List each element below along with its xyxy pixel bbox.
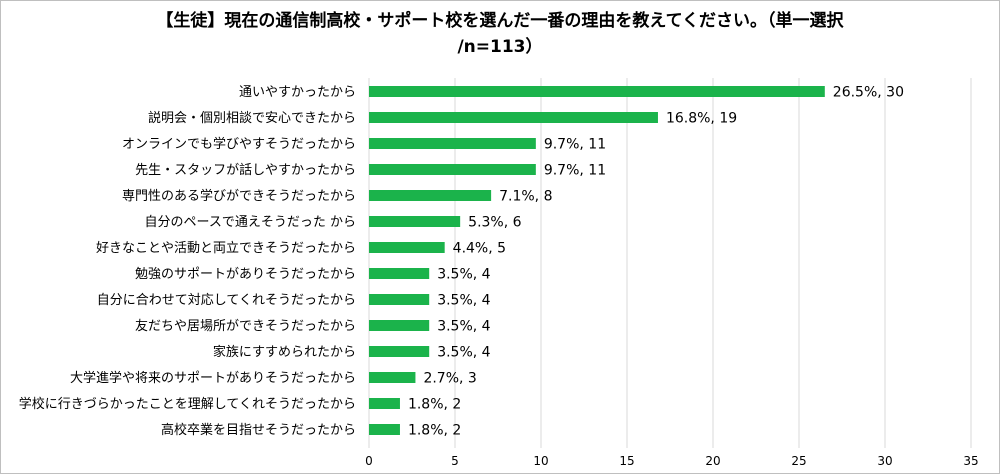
category-label: 高校卒業を目指せそうだったから [161,422,356,438]
category-label: 友だちや居場所ができそうだったから [135,318,356,334]
chart-title: 【生徒】現在の通信制高校・サポート校を選んだ一番の理由を教えてください。（単一選… [0,8,1000,60]
data-label: 9.7%, 11 [544,137,606,153]
bar [369,320,430,331]
category-label: 専門性のある学びができそうだったから [122,188,356,204]
x-tick-label: 35 [963,454,978,468]
category-label: 自分に合わせて対応してくれそうだったから [97,293,356,308]
category-label: 好きなことや活動と両立できそうだったから [96,241,356,256]
bar [369,398,400,409]
category-label: 勉強のサポートがありそうだったから [135,267,356,282]
bar [369,294,430,305]
data-label: 16.8%, 19 [666,111,737,127]
bar [369,86,825,97]
grid-lines [368,78,972,448]
chart-title-line-1: 【生徒】現在の通信制高校・サポート校を選んだ一番の理由を教えてください。（単一選… [156,11,844,31]
bar [369,242,445,253]
bar [369,216,461,227]
x-tick-label: 10 [533,454,548,468]
bar [369,268,430,279]
category-label: 家族にすすめられたから [213,344,356,360]
data-label: 2.7%, 3 [423,371,476,387]
data-label: 9.7%, 11 [544,163,606,179]
data-label: 26.5%, 30 [833,85,904,101]
bar [369,346,430,357]
x-tick-labels: 0 5 10 15 20 25 30 35 [365,454,978,468]
category-label: 通いやすかったから [239,85,356,100]
data-label: 4.4%, 5 [453,241,506,257]
category-label: 自分のペースで通えそうだった から [145,215,356,230]
bar [369,164,536,175]
bar [369,424,400,435]
x-tick-label: 25 [791,454,806,468]
bars [369,86,825,435]
bar [369,112,658,123]
category-label: 説明会・個別相談で安心できたから [148,110,356,126]
x-tick-label: 20 [705,454,720,468]
bar [369,190,492,201]
category-label: 先生・スタッフが話しやすかったから [135,162,356,178]
bar [369,372,416,383]
chart-title-line-2: /n=113） [457,37,543,57]
x-tick-label: 5 [451,454,459,468]
data-label: 1.8%, 2 [408,423,461,439]
data-label: 3.5%, 4 [437,267,490,283]
data-label: 7.1%, 8 [499,189,552,205]
category-label: 学校に行きづらかったことを理解してくれそうだったから [19,396,356,412]
data-label: 3.5%, 4 [437,293,490,309]
data-labels: 26.5%, 30 16.8%, 19 9.7%, 11 9.7%, 11 7.1%, … [408,85,904,439]
data-label: 3.5%, 4 [437,345,490,361]
bar [369,138,536,149]
category-label: オンラインでも学びやすそうだったから [122,136,356,152]
category-labels: 通いやすかったから説明会・個別相談で安心できたからオンラインでも学びやすそうだっ… [19,85,356,438]
x-tick-label: 15 [619,454,634,468]
category-label: 大学進学や将来のサポートがありそうだったから [70,370,356,386]
data-label: 3.5%, 4 [437,319,490,335]
x-tick-label: 30 [877,454,892,468]
data-label: 5.3%, 6 [468,215,521,231]
data-label: 1.8%, 2 [408,397,461,413]
x-tick-label: 0 [365,454,373,468]
